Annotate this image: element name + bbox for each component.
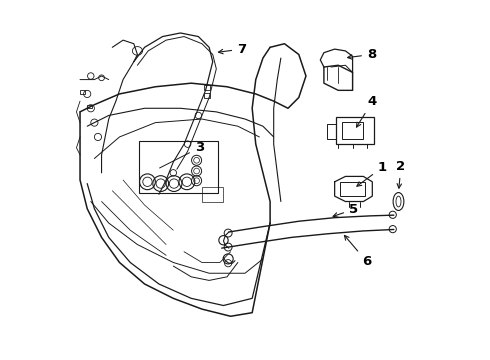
- Text: 5: 5: [333, 203, 358, 217]
- Text: 1: 1: [357, 161, 387, 186]
- Bar: [139, 140, 218, 193]
- Text: 6: 6: [344, 235, 371, 268]
- Bar: [87, 105, 92, 108]
- Bar: [340, 182, 365, 196]
- Bar: [80, 90, 85, 94]
- Bar: [327, 125, 337, 139]
- Text: 4: 4: [357, 95, 377, 127]
- Bar: [204, 85, 210, 90]
- Bar: [204, 93, 210, 98]
- Bar: [342, 122, 364, 139]
- Bar: [337, 117, 374, 144]
- Text: 2: 2: [396, 160, 406, 188]
- Text: 8: 8: [347, 48, 376, 61]
- Bar: [202, 187, 223, 202]
- Text: 3: 3: [160, 141, 204, 168]
- Text: 7: 7: [219, 42, 246, 55]
